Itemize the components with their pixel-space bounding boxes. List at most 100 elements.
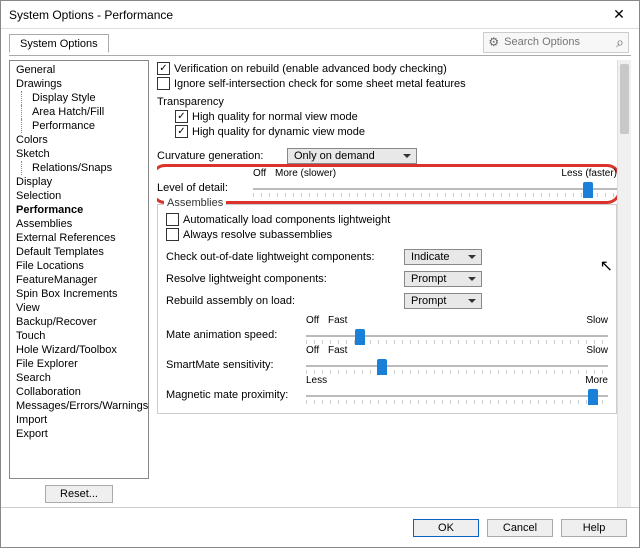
checkbox-icon — [157, 77, 170, 90]
tree-item[interactable]: Colors — [10, 133, 148, 147]
slider-lod[interactable]: Off More (slower) Less (faster) — [253, 168, 617, 198]
check-auto-lightweight[interactable]: Automatically load components lightweigh… — [166, 213, 608, 226]
tree-item[interactable]: View — [10, 301, 148, 315]
search-icon[interactable]: ⌕ — [616, 34, 624, 51]
dialog-body: GeneralDrawingsDisplay StyleArea Hatch/F… — [9, 55, 631, 507]
tree-item[interactable]: Display — [10, 175, 148, 189]
tree-item[interactable]: Backup/Recover — [10, 315, 148, 329]
slider-label-less: Less — [306, 375, 327, 386]
slider-label-off: Off — [306, 315, 319, 326]
tree-item[interactable]: Selection — [10, 189, 148, 203]
select-resolve-lw[interactable]: Prompt — [404, 271, 482, 287]
select-rebuild-load[interactable]: Prompt — [404, 293, 482, 309]
checkbox-icon: ✓ — [175, 125, 188, 138]
tree-item[interactable]: Touch — [10, 329, 148, 343]
scrollbar[interactable] — [617, 60, 631, 507]
check-always-resolve[interactable]: Always resolve subassemblies — [166, 228, 608, 241]
category-tree[interactable]: GeneralDrawingsDisplay StyleArea Hatch/F… — [9, 60, 149, 479]
tree-item[interactable]: Drawings — [10, 77, 148, 91]
search-input[interactable] — [502, 35, 612, 49]
tree-item[interactable]: Relations/Snaps — [10, 161, 148, 175]
slider-mate-anim[interactable]: Off Fast Slow — [306, 315, 608, 345]
row-mate-anim: Mate animation speed: Off Fast Slow — [166, 315, 608, 345]
ok-button[interactable]: OK — [413, 519, 479, 537]
slider-label-off: Off — [306, 345, 319, 356]
check-verification[interactable]: ✓ Verification on rebuild (enable advanc… — [157, 62, 617, 75]
tree-item[interactable]: Performance — [10, 119, 148, 133]
label-check-ood: Check out-of-date lightweight components… — [166, 251, 404, 263]
check-label: Always resolve subassemblies — [183, 229, 332, 241]
slider-label-slow: Slow — [586, 345, 608, 356]
tree-item[interactable]: Search — [10, 371, 148, 385]
checkbox-icon: ✓ — [175, 110, 188, 123]
slider-label-off: Off — [253, 168, 266, 179]
tree-item[interactable]: Collaboration — [10, 385, 148, 399]
main-panel: ✓ Verification on rebuild (enable advanc… — [149, 56, 631, 507]
slider-label-more: More — [585, 375, 608, 386]
check-label: Verification on rebuild (enable advanced… — [174, 63, 447, 75]
check-hq-normal[interactable]: ✓ High quality for normal view mode — [175, 110, 617, 123]
row-rebuild-load: Rebuild assembly on load: Prompt — [166, 293, 608, 309]
row-magnetic: Magnetic mate proximity: Less More — [166, 375, 608, 405]
row-curvature: Curvature generation: Only on demand — [157, 148, 617, 164]
tree-item[interactable]: Export — [10, 427, 148, 441]
label-curvature: Curvature generation: — [157, 150, 287, 162]
row-lod: Level of detail: Off More (slower) Less … — [157, 168, 617, 198]
check-label: High quality for normal view mode — [192, 111, 358, 123]
gear-icon: ⚙ — [488, 35, 499, 49]
slider-thumb[interactable] — [377, 359, 387, 375]
checkbox-icon — [166, 213, 179, 226]
select-curvature[interactable]: Only on demand — [287, 148, 417, 164]
tree-item[interactable]: Messages/Errors/Warnings — [10, 399, 148, 413]
slider-label-slow: Slow — [586, 315, 608, 326]
tree-item[interactable]: File Explorer — [10, 357, 148, 371]
label-magnetic: Magnetic mate proximity: — [166, 389, 306, 405]
check-ignore-self[interactable]: Ignore self-intersection check for some … — [157, 77, 617, 90]
search-box[interactable]: ⚙ ⌕ — [483, 32, 629, 53]
slider-label-fast: Fast — [328, 345, 347, 356]
cancel-button[interactable]: Cancel — [487, 519, 553, 537]
tree-item[interactable]: File Locations — [10, 259, 148, 273]
close-icon[interactable]: ✕ — [599, 1, 639, 29]
dialog-window: System Options - Performance ✕ System Op… — [0, 0, 640, 548]
tree-item[interactable]: Default Templates — [10, 245, 148, 259]
row-smartmate: SmartMate sensitivity: Off Fast Slow — [166, 345, 608, 375]
label-resolve-lw: Resolve lightweight components: — [166, 273, 404, 285]
titlebar: System Options - Performance ✕ — [1, 1, 639, 29]
check-hq-dynamic[interactable]: ✓ High quality for dynamic view mode — [175, 125, 617, 138]
slider-magnetic[interactable]: Less More — [306, 375, 608, 405]
checkbox-icon: ✓ — [157, 62, 170, 75]
window-title: System Options - Performance — [9, 8, 599, 22]
slider-label-less: Less (faster) — [561, 168, 617, 179]
slider-label-more: More (slower) — [275, 168, 336, 179]
tree-item[interactable]: Performance — [10, 203, 148, 217]
tree-item[interactable]: Spin Box Increments — [10, 287, 148, 301]
sidebar: GeneralDrawingsDisplay StyleArea Hatch/F… — [9, 56, 149, 507]
slider-thumb[interactable] — [355, 329, 365, 345]
check-label: High quality for dynamic view mode — [192, 126, 365, 138]
tree-item[interactable]: Area Hatch/Fill — [10, 105, 148, 119]
footer: OK Cancel Help — [1, 507, 639, 547]
tree-item[interactable]: External References — [10, 231, 148, 245]
tree-item[interactable]: Display Style — [10, 91, 148, 105]
tab-row: System Options ⚙ ⌕ — [1, 29, 639, 55]
tree-item[interactable]: Import — [10, 413, 148, 427]
scrollbar-thumb[interactable] — [620, 64, 629, 134]
select-check-ood[interactable]: Indicate — [404, 249, 482, 265]
tab-system-options[interactable]: System Options — [9, 34, 109, 53]
tree-item[interactable]: Sketch — [10, 147, 148, 161]
tree-item[interactable]: General — [10, 63, 148, 77]
slider-thumb[interactable] — [588, 389, 598, 405]
slider-thumb[interactable] — [583, 182, 593, 198]
check-label: Ignore self-intersection check for some … — [174, 78, 466, 90]
help-button[interactable]: Help — [561, 519, 627, 537]
tree-item[interactable]: Hole Wizard/Toolbox — [10, 343, 148, 357]
slider-label-fast: Fast — [328, 315, 347, 326]
cursor-icon: ↖ — [600, 256, 613, 276]
tree-item[interactable]: FeatureManager — [10, 273, 148, 287]
label-smartmate: SmartMate sensitivity: — [166, 359, 306, 375]
reset-button[interactable]: Reset... — [45, 485, 113, 503]
slider-smartmate[interactable]: Off Fast Slow — [306, 345, 608, 375]
checkbox-icon — [166, 228, 179, 241]
tree-item[interactable]: Assemblies — [10, 217, 148, 231]
